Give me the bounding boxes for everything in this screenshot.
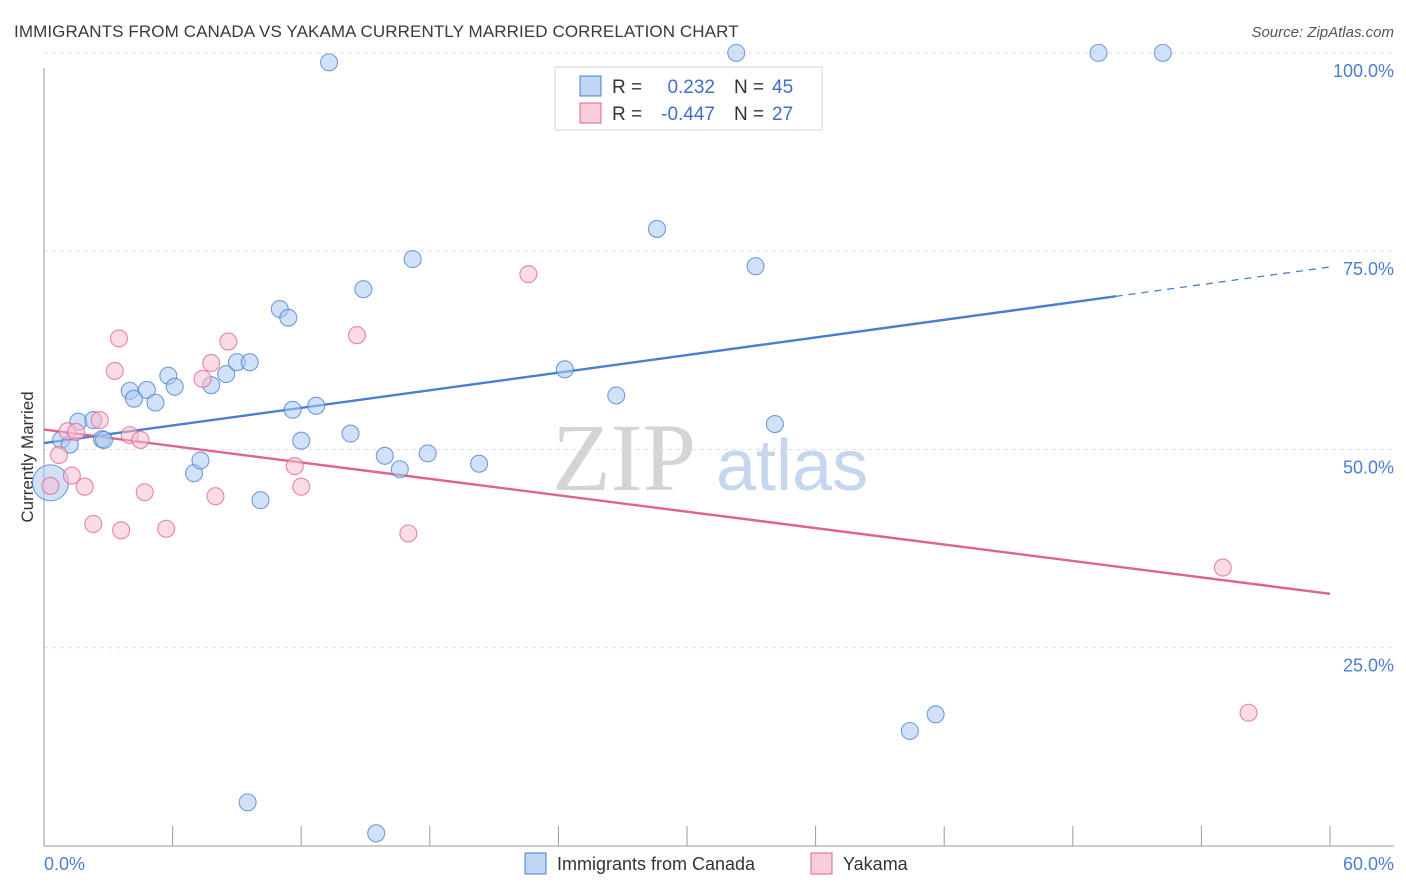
point-canada-37 <box>647 219 667 238</box>
point-canada-43 <box>1089 43 1108 62</box>
point-canada-30 <box>375 446 394 465</box>
point-yakama-4 <box>67 422 86 442</box>
data-points <box>31 43 1258 843</box>
point-yakama-3 <box>62 466 81 485</box>
point-canada-29 <box>367 824 386 843</box>
point-canada-40 <box>765 415 784 434</box>
point-canada-33 <box>418 444 437 463</box>
point-yakama-9 <box>109 329 129 348</box>
y-axis-tick-labels: 25.0% 50.0% 75.0% 100.0% <box>1333 61 1394 676</box>
bottom-legend-label-canada: Immigrants from Canada <box>557 854 756 874</box>
y-axis-title: Currently Married <box>18 391 37 522</box>
point-yakama-14 <box>157 519 176 538</box>
gridlines <box>44 52 1394 649</box>
chart-source: Source: ZipAtlas.com <box>1251 24 1394 41</box>
point-yakama-23 <box>519 265 538 284</box>
point-canada-18 <box>240 353 259 372</box>
point-yakama-19 <box>285 457 304 476</box>
point-canada-42 <box>926 705 945 724</box>
point-canada-8 <box>124 389 144 408</box>
point-canada-10 <box>146 393 165 412</box>
stats-legend: R = 0.232 N = 45 R = -0.447 N = 27 <box>554 66 823 131</box>
point-canada-35 <box>555 360 574 379</box>
point-yakama-12 <box>131 430 150 449</box>
point-canada-22 <box>279 308 298 327</box>
trend-line-0 <box>43 295 1116 445</box>
point-yakama-17 <box>206 487 225 506</box>
point-canada-41 <box>900 721 919 741</box>
y-tick-label-100: 100.0% <box>1333 61 1394 81</box>
legend-r-label-yakama: R = <box>612 104 642 125</box>
point-canada-38 <box>727 43 746 62</box>
point-canada-32 <box>403 250 422 269</box>
point-canada-44 <box>1153 43 1172 62</box>
point-yakama-6 <box>84 514 103 534</box>
x-tick-label-min: 0.0% <box>44 854 85 874</box>
trend-line-extension-0 <box>1115 266 1331 297</box>
point-yakama-16 <box>202 353 221 373</box>
point-canada-23 <box>283 400 302 419</box>
point-yakama-8 <box>105 361 124 380</box>
series-legend: Immigrants from Canada Yakama <box>524 852 909 875</box>
trend-lines <box>43 266 1331 595</box>
point-yakama-15 <box>193 369 212 388</box>
point-canada-34 <box>470 454 489 473</box>
x-tick-label-max: 60.0% <box>1343 854 1394 874</box>
y-tick-label-50: 50.0% <box>1343 457 1394 477</box>
bottom-legend-label-yakama: Yakama <box>843 854 909 874</box>
point-canada-36 <box>607 386 626 405</box>
point-yakama-0 <box>41 476 60 495</box>
point-canada-12 <box>165 377 184 396</box>
point-canada-25 <box>307 396 326 415</box>
point-yakama-13 <box>135 483 154 502</box>
point-yakama-21 <box>347 326 366 345</box>
point-canada-20 <box>251 491 270 510</box>
legend-n-label-canada: N = <box>734 77 764 98</box>
bottom-legend-swatch-canada <box>524 852 547 875</box>
legend-r-label-canada: R = <box>612 77 642 98</box>
point-yakama-24 <box>1213 558 1232 577</box>
legend-swatch-canada <box>579 75 602 97</box>
bottom-legend-swatch-yakama <box>810 852 833 875</box>
legend-r-value-yakama: -0.447 <box>661 104 715 125</box>
point-yakama-18 <box>219 332 238 351</box>
point-canada-9 <box>137 380 156 399</box>
point-yakama-7 <box>90 411 109 430</box>
trend-line-1 <box>43 428 1331 595</box>
point-canada-31 <box>390 460 409 479</box>
legend-r-value-canada: 0.232 <box>667 77 715 98</box>
y-tick-label-75: 75.0% <box>1343 259 1394 279</box>
legend-n-value-canada: 45 <box>772 77 793 98</box>
watermark: ZIP atlas <box>552 404 868 511</box>
y-tick-label-25: 25.0% <box>1343 656 1394 676</box>
point-canada-26 <box>320 53 339 72</box>
watermark-zip: ZIP <box>552 404 696 511</box>
legend-n-value-yakama: 27 <box>772 104 793 125</box>
point-yakama-1 <box>49 445 69 465</box>
point-canada-6 <box>94 430 114 449</box>
point-canada-24 <box>292 431 311 450</box>
point-yakama-20 <box>292 477 311 496</box>
point-yakama-22 <box>399 524 418 543</box>
legend-swatch-yakama <box>579 102 602 124</box>
point-yakama-10 <box>112 521 131 540</box>
legend-n-label-yakama: N = <box>734 104 764 125</box>
chart-title: IMMIGRANTS FROM CANADA VS YAKAMA CURRENT… <box>14 22 739 41</box>
point-canada-27 <box>341 424 360 443</box>
point-canada-14 <box>191 451 210 470</box>
point-canada-39 <box>746 257 765 276</box>
point-canada-16 <box>217 365 236 384</box>
point-canada-19 <box>238 793 257 812</box>
watermark-atlas: atlas <box>716 426 868 506</box>
point-yakama-5 <box>75 477 94 496</box>
point-canada-28 <box>354 280 373 299</box>
x-axis-ticks <box>43 826 1331 846</box>
point-yakama-25 <box>1239 703 1258 722</box>
